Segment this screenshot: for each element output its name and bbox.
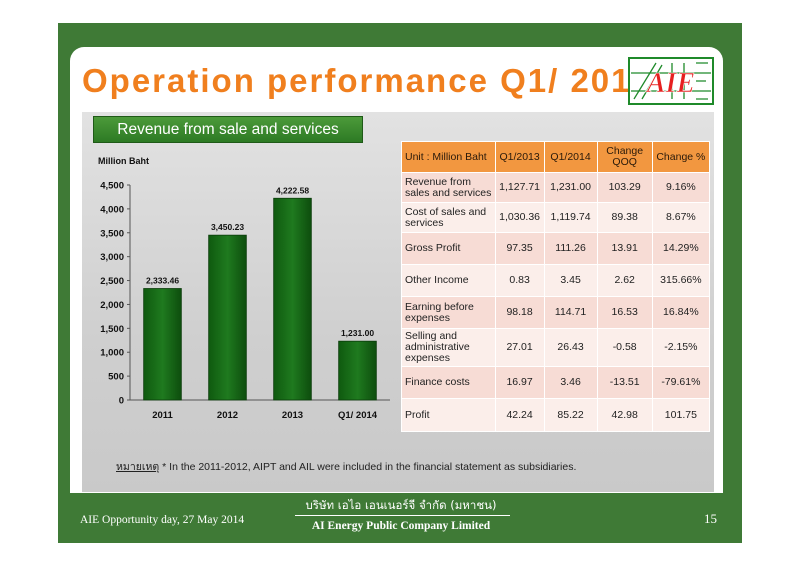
- cell-q1-2013: 0.83: [494, 264, 545, 297]
- y-tick-label: 4,500: [100, 181, 124, 192]
- bar: [338, 340, 377, 401]
- header-unit: Unit : Million Baht: [401, 141, 496, 173]
- cell-q1-2014: 114.71: [543, 296, 598, 329]
- cell-change: 16.53: [596, 296, 653, 329]
- cell-q1-2014: 3.46: [543, 366, 598, 399]
- table-row: Other Income 0.83 3.45 2.62 315.66%: [401, 264, 711, 297]
- x-tick-label: 2012: [217, 410, 238, 421]
- y-tick-label: 0: [119, 396, 124, 407]
- table-row: Gross Profit 97.35 111.26 13.91 14.29%: [401, 232, 711, 265]
- cell-change-pct: 8.67%: [651, 202, 711, 233]
- cell-q1-2013: 1,030.36: [494, 202, 545, 233]
- header-q1-2014: Q1/2014: [543, 141, 598, 173]
- row-label: Finance costs: [401, 366, 496, 399]
- table-row: Earning before expenses 98.18 114.71 16.…: [401, 296, 711, 329]
- x-tick-label: 2011: [152, 410, 173, 421]
- logo-text: AIE: [645, 68, 695, 99]
- cell-change-pct: 16.84%: [651, 296, 711, 329]
- table-row: Profit 42.24 85.22 42.98 101.75: [401, 398, 711, 432]
- y-tick-label: 4,000: [100, 204, 124, 215]
- cell-change: -13.51: [596, 366, 653, 399]
- slide-title: Operation performance Q1/ 2014: [82, 62, 652, 99]
- cell-change-pct: 315.66%: [651, 264, 711, 297]
- bar-data-label: 1,231.00: [341, 328, 374, 338]
- row-label: Profit: [401, 398, 496, 432]
- cell-change-pct: 14.29%: [651, 232, 711, 265]
- footnote-text: * In the 2011-2012, AIPT and AIL were in…: [159, 461, 577, 473]
- cell-q1-2013: 97.35: [494, 232, 545, 265]
- cell-change: -0.58: [596, 328, 653, 367]
- x-tick-label: Q1/ 2014: [338, 410, 378, 421]
- aie-logo: AIE: [628, 57, 714, 105]
- footer-divider: [295, 515, 510, 516]
- cell-q1-2014: 26.43: [543, 328, 598, 367]
- table-row: Cost of sales and services 1,030.36 1,11…: [401, 202, 711, 233]
- y-tick-label: 3,500: [100, 228, 124, 239]
- footnote: หมายเหตุ * In the 2011-2012, AIPT and AI…: [116, 458, 576, 475]
- revenue-bar-chart: Million Baht 0 500 1,000 1,500 2,000 2,500 3,0…: [98, 156, 390, 421]
- table-row: Finance costs 16.97 3.46 -13.51 -79.61%: [401, 366, 711, 399]
- header-change-pct: Change %: [651, 141, 711, 173]
- x-tick-label: 2013: [282, 410, 303, 421]
- row-label: Earning before expenses: [401, 296, 496, 329]
- table-row: Selling and administrative expenses 27.0…: [401, 328, 711, 367]
- cell-change: 13.91: [596, 232, 653, 265]
- bar-data-label: 2,333.46: [146, 276, 179, 286]
- cell-q1-2013: 98.18: [494, 296, 545, 329]
- cell-q1-2014: 111.26: [543, 232, 598, 265]
- cell-q1-2013: 1,127.71: [494, 172, 545, 203]
- performance-table: Unit : Million Baht Q1/2013 Q1/2014 Chan…: [401, 141, 711, 432]
- cell-change-pct: 101.75: [651, 398, 711, 432]
- row-label: Gross Profit: [401, 232, 496, 265]
- footer-company-en: AI Energy Public Company Limited: [311, 520, 491, 532]
- y-tick-label: 2,500: [100, 276, 124, 287]
- y-tick-label: 500: [108, 372, 124, 383]
- y-tick-label: 2,000: [100, 300, 124, 311]
- row-label: Selling and administrative expenses: [401, 328, 496, 367]
- y-tick-label: 1,500: [100, 324, 124, 335]
- table-header-row: Unit : Million Baht Q1/2013 Q1/2014 Chan…: [401, 141, 711, 173]
- cell-q1-2014: 3.45: [543, 264, 598, 297]
- footer-event: AIE Opportunity day, 27 May 2014: [80, 514, 245, 526]
- cell-change: 103.29: [596, 172, 653, 203]
- cell-change-pct: 9.16%: [651, 172, 711, 203]
- page-number: 15: [704, 511, 717, 526]
- row-label: Revenue from sales and services: [401, 172, 496, 203]
- cell-change: 89.38: [596, 202, 653, 233]
- footnote-label: หมายเหตุ: [116, 461, 160, 473]
- cell-q1-2013: 16.97: [494, 366, 545, 399]
- y-tick-label: 1,000: [100, 348, 124, 359]
- bar-data-label: 4,222.58: [276, 185, 309, 195]
- cell-q1-2014: 1,119.74: [543, 202, 598, 233]
- cell-change: 2.62: [596, 264, 653, 297]
- bar: [143, 288, 182, 401]
- cell-q1-2014: 1,231.00: [543, 172, 598, 203]
- revenue-banner: Revenue from sale and services: [93, 116, 363, 143]
- cell-change-pct: -2.15%: [651, 328, 711, 367]
- table-row: Revenue from sales and services 1,127.71…: [401, 172, 711, 203]
- cell-q1-2014: 85.22: [543, 398, 598, 432]
- cell-q1-2013: 27.01: [494, 328, 545, 367]
- cell-q1-2013: 42.24: [494, 398, 545, 432]
- footer-company-thai: บริษัท เอไอ เอนเนอร์จี จำกัด (มหาชน): [305, 498, 497, 512]
- row-label: Cost of sales and services: [401, 202, 496, 233]
- y-tick-label: 3,000: [100, 252, 124, 263]
- header-q1-2013: Q1/2013: [494, 141, 545, 173]
- cell-change-pct: -79.61%: [651, 366, 711, 399]
- y-axis-label: Million Baht: [98, 156, 149, 166]
- bar: [273, 197, 312, 401]
- bar-data-label: 3,450.23: [211, 222, 244, 232]
- row-label: Other Income: [401, 264, 496, 297]
- bar: [208, 234, 247, 401]
- cell-change: 42.98: [596, 398, 653, 432]
- header-change-qoq: Change QOQ: [596, 141, 653, 173]
